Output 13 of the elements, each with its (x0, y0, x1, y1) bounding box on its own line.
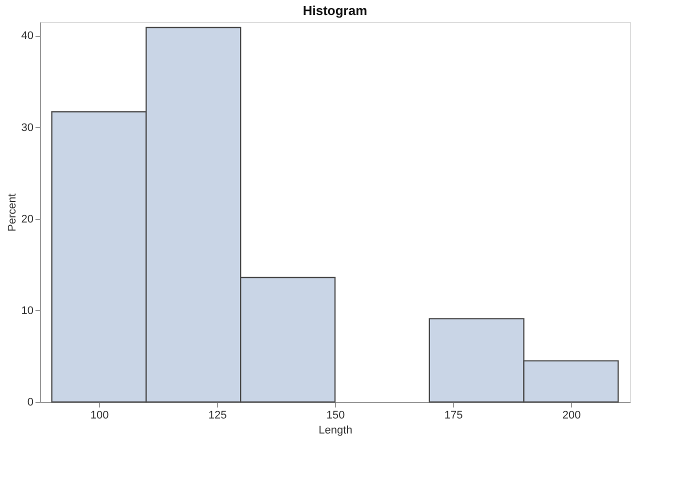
x-tick-label: 175 (444, 410, 463, 422)
y-tick-label: 10 (21, 304, 34, 317)
y-tick-label: 30 (21, 122, 34, 134)
y-tick-label: 0 (27, 396, 34, 408)
x-tick-label: 100 (90, 410, 109, 422)
x-tick-label: 125 (208, 410, 227, 422)
x-tick-label: 150 (326, 410, 345, 422)
chart-title: Histogram (302, 3, 368, 18)
x-tick-label: 200 (562, 410, 581, 422)
y-tick-label: 40 (21, 30, 34, 42)
y-axis-title: Percent (6, 194, 18, 232)
y-tick-label: 20 (21, 213, 34, 226)
x-axis-title: Length (318, 424, 352, 436)
